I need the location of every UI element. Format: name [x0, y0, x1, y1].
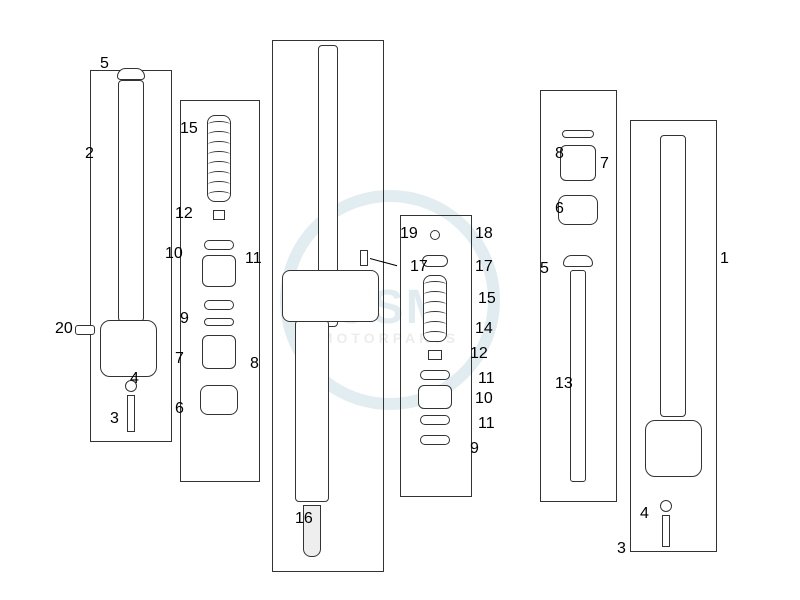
callout-10: 10 [475, 390, 493, 408]
callout-7: 7 [175, 350, 184, 368]
bushing-6-left [200, 385, 238, 415]
part-18 [430, 230, 440, 240]
callout-9: 9 [180, 310, 189, 328]
ring-11b-right [420, 415, 450, 425]
outer-tube-right [660, 135, 686, 417]
washer-4-right [660, 500, 672, 512]
callout-4: 4 [640, 505, 649, 523]
bolt-3-left [127, 395, 135, 432]
brake-bracket-left [100, 320, 157, 377]
callout-5: 5 [540, 260, 549, 278]
callout-14: 14 [475, 320, 493, 338]
callout-6: 6 [175, 400, 184, 418]
callout-11: 11 [478, 370, 495, 388]
callout-8: 8 [250, 355, 259, 373]
ring-10-left [204, 240, 234, 250]
callout-2: 2 [85, 145, 94, 163]
callout-17: 17 [410, 258, 428, 276]
clip-8-right [562, 130, 594, 138]
outer-tube-left [118, 80, 144, 322]
bushing-7-right [560, 145, 596, 181]
spring-15-right [423, 275, 447, 342]
callout-7: 7 [600, 155, 609, 173]
bushing-10-right [418, 385, 452, 409]
callout-10: 10 [165, 245, 183, 263]
clip-8-left [204, 318, 234, 326]
callout-5: 5 [100, 55, 109, 73]
ring-9-left [204, 300, 234, 310]
bushing-6-right [558, 195, 598, 225]
callout-11: 11 [478, 415, 495, 433]
callout-4: 4 [130, 370, 139, 388]
bolt-19 [360, 250, 368, 266]
callout-19: 19 [400, 225, 418, 243]
lower-tube-center [295, 320, 329, 502]
callout-20: 20 [55, 320, 73, 338]
callout-12: 12 [175, 205, 193, 223]
part-12-left [213, 210, 225, 220]
callout-1: 1 [720, 250, 729, 268]
seal-5-right [563, 255, 593, 267]
triple-clamp [282, 270, 379, 322]
ring-11-right [420, 370, 450, 380]
callout-9: 9 [470, 440, 479, 458]
callout-8: 8 [555, 145, 564, 163]
bolt-20 [75, 325, 95, 335]
part-12-right [428, 350, 442, 360]
callout-13: 13 [555, 375, 573, 393]
bushing-7-left [202, 335, 236, 369]
callout-15: 15 [478, 290, 496, 308]
bushing-11-left [202, 255, 236, 287]
brake-bracket-right [645, 420, 702, 477]
callout-3: 3 [110, 410, 119, 428]
callout-16: 16 [295, 510, 313, 528]
diagram-container: OSM MOTORPARTS [0, 0, 800, 600]
callout-17: 17 [475, 258, 493, 276]
seal-5-left [117, 68, 145, 80]
callout-11: 11 [245, 250, 262, 268]
callout-12: 12 [470, 345, 488, 363]
callout-18: 18 [475, 225, 493, 243]
spring-15-left [207, 115, 231, 202]
ring-9-right [420, 435, 450, 445]
bolt-3-right [662, 515, 670, 547]
callout-3: 3 [617, 540, 626, 558]
callout-15: 15 [180, 120, 198, 138]
callout-6: 6 [555, 200, 564, 218]
